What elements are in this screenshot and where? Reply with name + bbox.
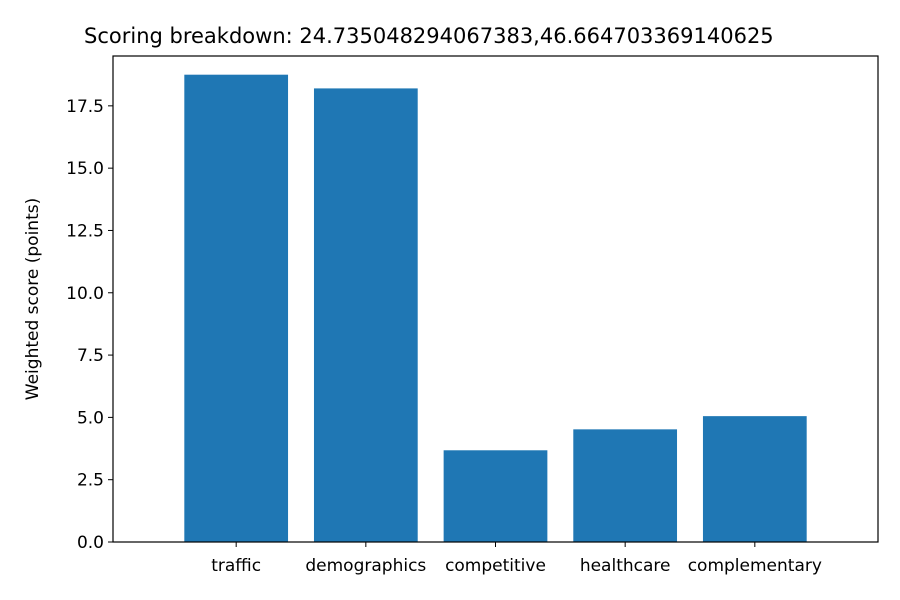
y-axis-ticks: 0.0 2.5 5.0 7.5 10.0 12.5 15.0 17.5 [66,97,113,553]
y-tick-label: 5.0 [77,408,104,428]
y-tick-label: 0.0 [77,533,104,553]
bar-competitive [443,450,548,542]
chart-title: Scoring breakdown: 24.735048294067383,46… [84,24,774,48]
y-tick-label: 15.0 [66,159,104,179]
y-tick-label: 2.5 [77,471,104,491]
y-tick-label: 7.5 [77,346,104,366]
bar-healthcare [573,429,678,542]
x-axis-ticks: traffic demographics competitive healthcare… [211,542,822,576]
y-axis-label: Weighted score (points) [23,198,43,400]
y-tick-label: 17.5 [66,97,104,117]
bar-complementary [702,416,807,542]
bars-group [184,74,807,543]
x-tick-label: traffic [211,556,261,576]
y-tick-label: 10.0 [66,284,104,304]
bar-demographics [313,88,418,543]
bar-traffic [184,74,289,542]
x-tick-label: competitive [445,556,546,576]
plot-area-frame [112,55,879,543]
y-tick-label: 12.5 [66,221,104,241]
x-tick-label: complementary [688,556,822,576]
x-tick-label: healthcare [580,556,671,576]
x-tick-label: demographics [305,556,426,576]
